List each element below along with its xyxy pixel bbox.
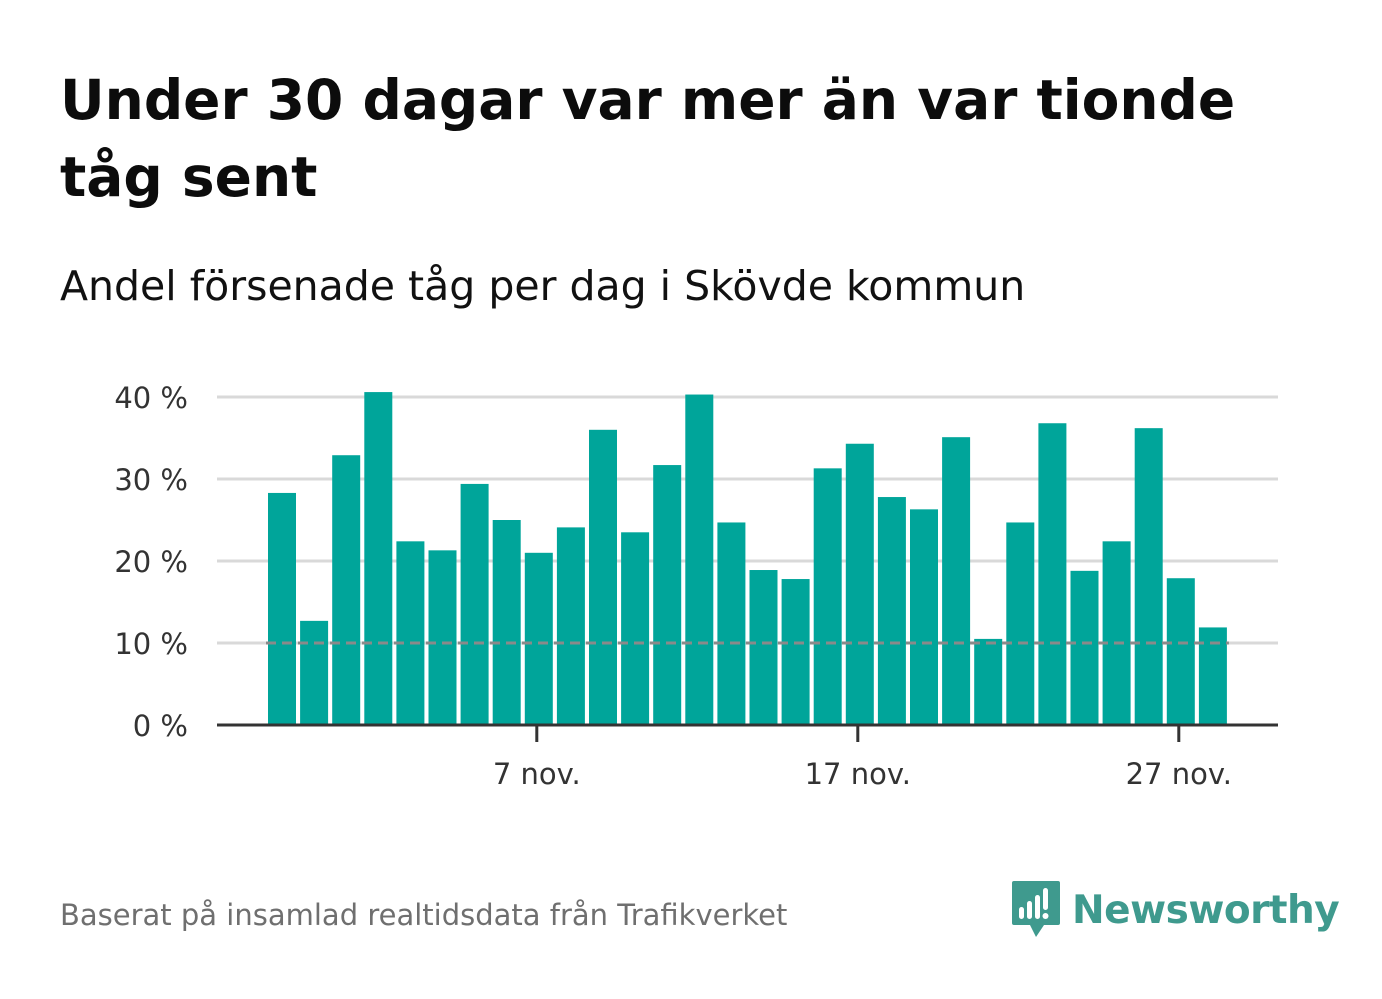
x-tick-label: 27 nov. bbox=[1126, 757, 1232, 791]
bar bbox=[300, 620, 329, 725]
bar bbox=[1102, 541, 1131, 725]
bar bbox=[717, 522, 746, 725]
bar bbox=[1038, 423, 1067, 725]
bar bbox=[1006, 522, 1035, 725]
bar bbox=[332, 455, 361, 725]
bar bbox=[653, 465, 682, 725]
bar bbox=[974, 638, 1003, 725]
bar bbox=[268, 492, 296, 725]
bar bbox=[621, 532, 650, 725]
newsworthy-logo: Newsworthy bbox=[1010, 878, 1340, 942]
bar bbox=[556, 527, 585, 725]
bar bbox=[877, 497, 906, 725]
bar bbox=[396, 541, 425, 725]
bar bbox=[685, 394, 714, 725]
bar bbox=[1070, 570, 1099, 725]
bar bbox=[364, 392, 393, 725]
bar bbox=[781, 579, 810, 725]
brand-name: Newsworthy bbox=[1072, 887, 1340, 933]
bar bbox=[1134, 428, 1163, 725]
bar-chart: 0 % 10 % 20 % 30 % 40 % 7 nov. 17 nov. 27 nov. bbox=[114, 381, 1278, 791]
bar bbox=[910, 509, 938, 725]
bar bbox=[492, 520, 521, 725]
x-tick-label: 17 nov. bbox=[805, 757, 911, 791]
x-tick-label: 7 nov. bbox=[493, 757, 581, 791]
bar bbox=[749, 570, 778, 725]
y-tick-label: 20 % bbox=[114, 545, 188, 579]
y-tick-label: 0 % bbox=[133, 709, 188, 743]
bar bbox=[460, 483, 489, 725]
bar bbox=[942, 437, 971, 725]
bars bbox=[268, 392, 1227, 725]
y-tick-label: 30 % bbox=[114, 463, 188, 497]
chart-title: Under 30 dagar var mer än var tionde tåg… bbox=[60, 68, 1236, 209]
y-tick-label: 10 % bbox=[114, 627, 188, 661]
bar bbox=[1166, 578, 1195, 725]
bar bbox=[845, 443, 874, 725]
y-tick-label: 40 % bbox=[114, 381, 188, 415]
newsworthy-logo-icon bbox=[1012, 881, 1060, 937]
source-note: Baserat på insamlad realtidsdata från Tr… bbox=[60, 898, 788, 932]
bar bbox=[428, 550, 457, 725]
bar bbox=[524, 552, 553, 725]
y-tick-labels: 0 % 10 % 20 % 30 % 40 % bbox=[114, 381, 188, 743]
bar bbox=[813, 468, 842, 725]
bar bbox=[589, 429, 617, 725]
x-tick-labels: 7 nov. 17 nov. 27 nov. bbox=[493, 725, 1232, 791]
chart-subtitle: Andel försenade tåg per dag i Skövde kom… bbox=[60, 262, 1026, 310]
